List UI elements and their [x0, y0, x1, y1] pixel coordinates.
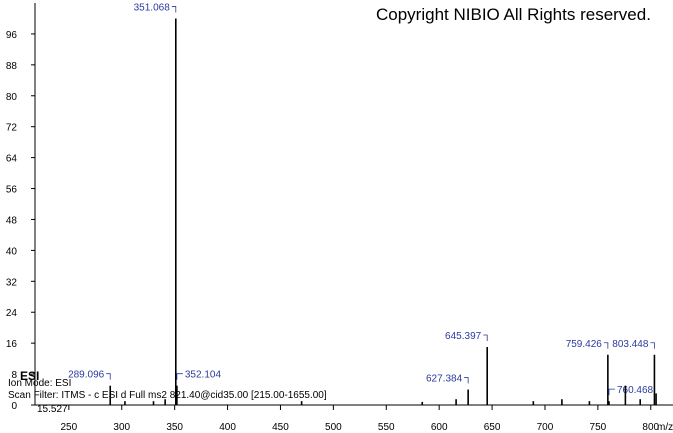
peak-label: 627.384: [426, 374, 463, 385]
x-tick-label: 450: [272, 422, 289, 433]
y-tick-label: 32: [6, 277, 18, 288]
label-bracket: [483, 334, 488, 342]
x-tick-label: 550: [378, 422, 395, 433]
x-tick-label: 250: [61, 422, 78, 433]
label-bracket: [171, 6, 177, 13]
peak-label: 760.468: [617, 385, 654, 396]
copyright: Copyright NIBIO All Rights reserved.: [376, 5, 651, 24]
retention-time: 15.527: [37, 404, 68, 415]
y-tick-label: 80: [6, 92, 18, 103]
peak-label: 352.104: [185, 370, 222, 381]
peak-label: 289.096: [68, 370, 105, 381]
y-tick-label: 64: [6, 154, 18, 165]
y-tick-label: 24: [6, 308, 18, 319]
x-tick-label: 800: [642, 422, 659, 433]
peak-label: 645.397: [445, 331, 482, 342]
y-tick-label: 88: [6, 61, 18, 72]
label-bracket: [650, 342, 655, 349]
peak-label: 351.068: [134, 2, 171, 13]
peak-label: 803.448: [612, 339, 649, 350]
x-tick-label: 650: [484, 422, 501, 433]
x-tick-label: 700: [537, 422, 554, 433]
y-tick-label: 40: [6, 246, 18, 257]
ion-mode: Ion Mode: ESI: [8, 378, 71, 389]
y-tick-label: 96: [6, 30, 18, 41]
label-bracket: [176, 373, 183, 380]
x-tick-label: 300: [113, 422, 130, 433]
label-bracket: [464, 377, 469, 384]
scan-filter: Scan Filter: ITMS - c ESI d Full ms2 821…: [8, 390, 327, 401]
x-tick-label: 750: [590, 422, 607, 433]
y-tick-label: 56: [6, 185, 18, 196]
y-tick-label: 48: [6, 215, 18, 226]
y-tick-label: 0: [11, 401, 17, 412]
y-tick-label: 8: [11, 370, 17, 381]
label-bracket: [608, 388, 615, 396]
label-bracket: [603, 342, 609, 349]
x-tick-label: 600: [431, 422, 448, 433]
x-tick-label: 350: [166, 422, 183, 433]
x-tick-label: 400: [219, 422, 236, 433]
y-tick-label: 72: [6, 123, 18, 134]
peak-label: 759.426: [566, 339, 603, 350]
x-axis-label: m/z: [657, 422, 673, 433]
x-tick-label: 500: [325, 422, 342, 433]
ion-mode-title: ESI: [20, 369, 39, 383]
label-bracket: [106, 373, 111, 380]
y-tick-label: 16: [6, 339, 18, 350]
